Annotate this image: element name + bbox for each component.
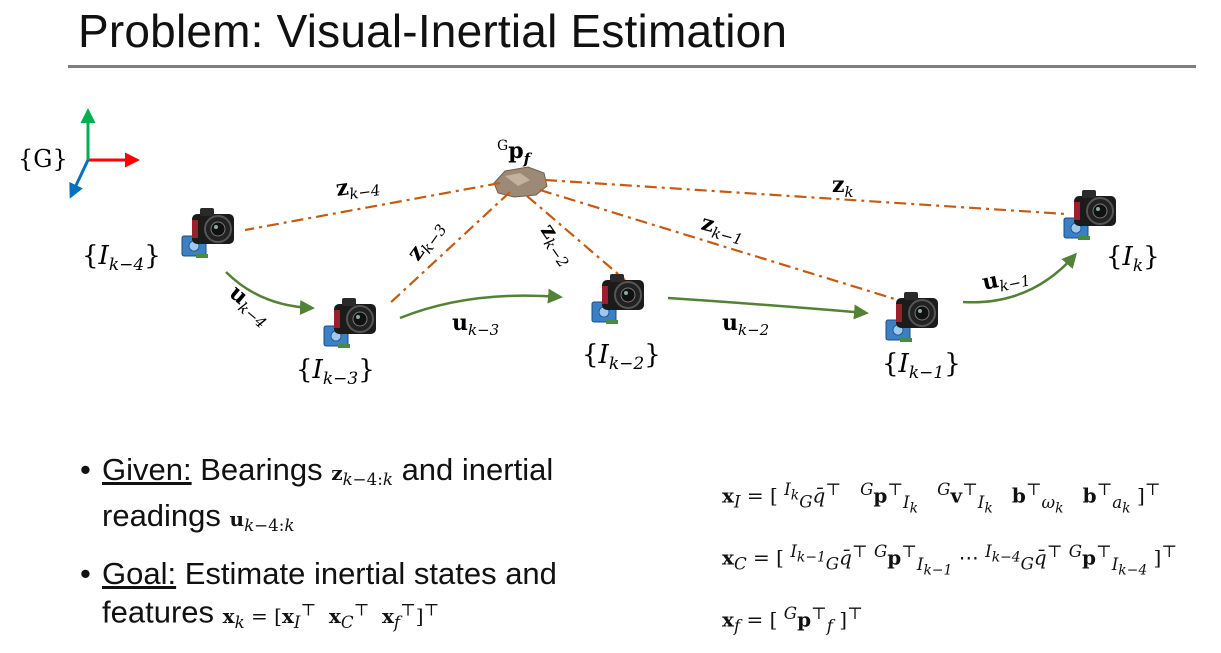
vio-diagram: {G} Gpf {Ik−4} {Ik−3} {Ik−2} {Ik−1} {Ik}… bbox=[18, 108, 1160, 389]
bearing-line-k-3 bbox=[387, 191, 511, 306]
equation-x-C: xC = [ Ik−1Gq̄⊤ Gp⊤Ik−1 ⋯ Ik−4Gq̄⊤ Gp⊤Ik… bbox=[722, 541, 1178, 578]
goal-label: Goal: bbox=[102, 556, 177, 591]
global-frame-axes bbox=[69, 108, 140, 199]
given-text-1: Bearings bbox=[200, 452, 323, 487]
bullet-goal: • Goal: Estimate inertial states and fea… bbox=[80, 556, 660, 641]
node-label-k-1: {Ik−1} bbox=[882, 349, 961, 383]
bearing-line-k bbox=[544, 178, 1067, 216]
motion-arrow-k-1 bbox=[962, 252, 1077, 304]
camera-imu-icon-k bbox=[1063, 189, 1117, 241]
bearing-label-k-2: zk−2 bbox=[533, 219, 582, 271]
motion-arrow-k-2 bbox=[667, 296, 869, 320]
bearing-label-k: zk bbox=[832, 172, 854, 201]
equation-x-I: xI = [ IkGq̄⊤ Gp⊤Ik Gv⊤Ik b⊤ωk b⊤ak ]⊤ bbox=[722, 480, 1161, 516]
given-math-1: zk−4:k bbox=[331, 461, 393, 489]
camera-imu-icon-k-1 bbox=[885, 291, 939, 343]
node-label-k-3: {Ik−3} bbox=[296, 355, 375, 389]
inertial-label-k-4: uk−4 bbox=[222, 280, 277, 333]
motion-arrow-k-4 bbox=[225, 271, 315, 316]
slide-title: Problem: Visual-Inertial Estimation bbox=[78, 5, 788, 57]
bearing-line-k-2 bbox=[526, 195, 626, 281]
node-label-k: {Ik} bbox=[1106, 242, 1160, 276]
bullet-given: • Given: Bearings zk−4:k and inertial re… bbox=[80, 452, 660, 544]
bearing-label-k-4: zk−4 bbox=[334, 170, 381, 205]
motion-arrows bbox=[225, 252, 1077, 320]
equation-x-f: xf = [ Gp⊤f ]⊤ bbox=[722, 603, 863, 636]
bearing-label-k-1: zk−1 bbox=[698, 210, 748, 249]
node-label-k-4: {Ik−4} bbox=[82, 241, 161, 275]
node-label-k-2: {Ik−2} bbox=[582, 340, 661, 374]
bearing-line-k-1 bbox=[539, 188, 899, 302]
bullet-dot: • bbox=[80, 452, 91, 487]
inertial-label-k-3: uk−3 bbox=[452, 310, 499, 339]
frame-label: {G} bbox=[18, 145, 68, 173]
given-text-2: and inertial readings bbox=[102, 452, 554, 533]
bearing-lines bbox=[244, 178, 1067, 306]
camera-imu-icon-k-4 bbox=[181, 207, 235, 259]
goal-math: xk = [xI⊤ xC⊤ xf⊤]⊤ bbox=[222, 600, 440, 632]
inertial-label-k-2: uk−2 bbox=[722, 310, 769, 339]
bearing-label-k-3: zk−3 bbox=[402, 215, 451, 267]
given-math-2: uk−4:k bbox=[229, 507, 295, 535]
title-rule bbox=[68, 65, 1196, 68]
motion-arrow-k-3 bbox=[399, 288, 563, 320]
state-equations: xI = [ IkGq̄⊤ Gp⊤Ik Gv⊤Ik b⊤ωk b⊤ak ]⊤ x… bbox=[722, 468, 1177, 649]
camera-imu-icon-k-2 bbox=[591, 273, 645, 325]
camera-imu-icon-k-3 bbox=[323, 297, 377, 349]
given-label: Given: bbox=[102, 452, 192, 487]
bullet-dot: • bbox=[80, 556, 91, 591]
bearing-line-k-4 bbox=[244, 181, 501, 232]
feature-label: Gpf bbox=[497, 138, 533, 168]
feature-point-icon bbox=[493, 166, 548, 198]
